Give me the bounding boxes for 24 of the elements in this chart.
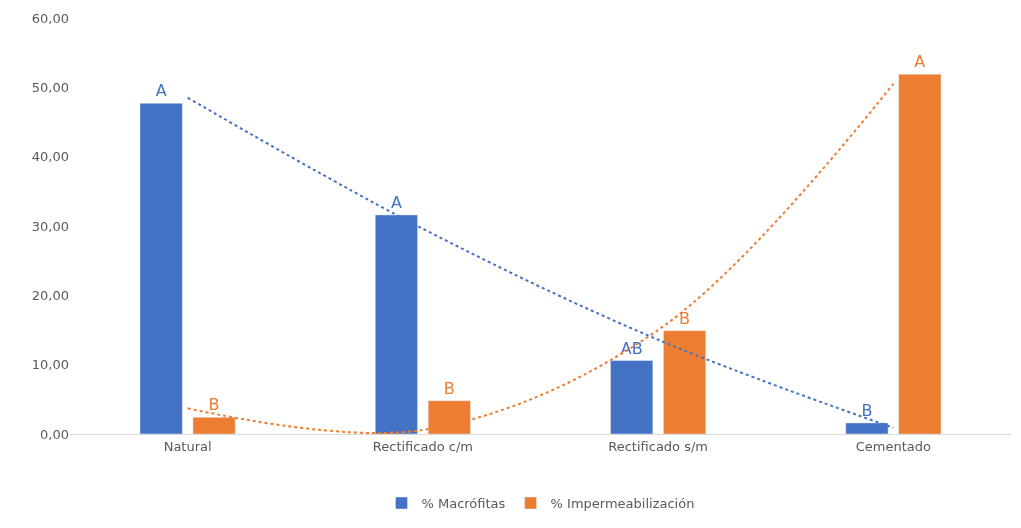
data-label: B: [443, 378, 455, 398]
x-tick-label: Rectificado c/m: [372, 438, 473, 454]
y-tick-label: 10,00: [31, 357, 69, 373]
y-tick-label: 30,00: [31, 218, 69, 234]
legend-label: % Impermeabilización: [550, 496, 695, 512]
y-tick-label: 0,00: [40, 426, 69, 442]
bar: [610, 360, 654, 434]
bar: [898, 73, 942, 434]
data-label: A: [155, 81, 167, 101]
data-label: B: [861, 400, 873, 420]
y-tick-label: 20,00: [31, 287, 69, 303]
y-tick-label: 40,00: [31, 149, 69, 165]
x-tick-label: Rectificado s/m: [608, 438, 709, 454]
data-label: A: [390, 192, 402, 212]
legend-label: % Macrófitas: [421, 496, 506, 512]
data-label: B: [679, 308, 691, 328]
data-label: A: [914, 52, 926, 72]
x-tick-label: Cementado: [855, 438, 932, 454]
x-tick-label: Natural: [163, 438, 212, 454]
bar: [139, 103, 183, 434]
y-tick-label: 60,00: [31, 10, 69, 26]
data-label: B: [208, 395, 220, 415]
bar: [663, 330, 707, 434]
y-tick-label: 50,00: [31, 79, 69, 95]
